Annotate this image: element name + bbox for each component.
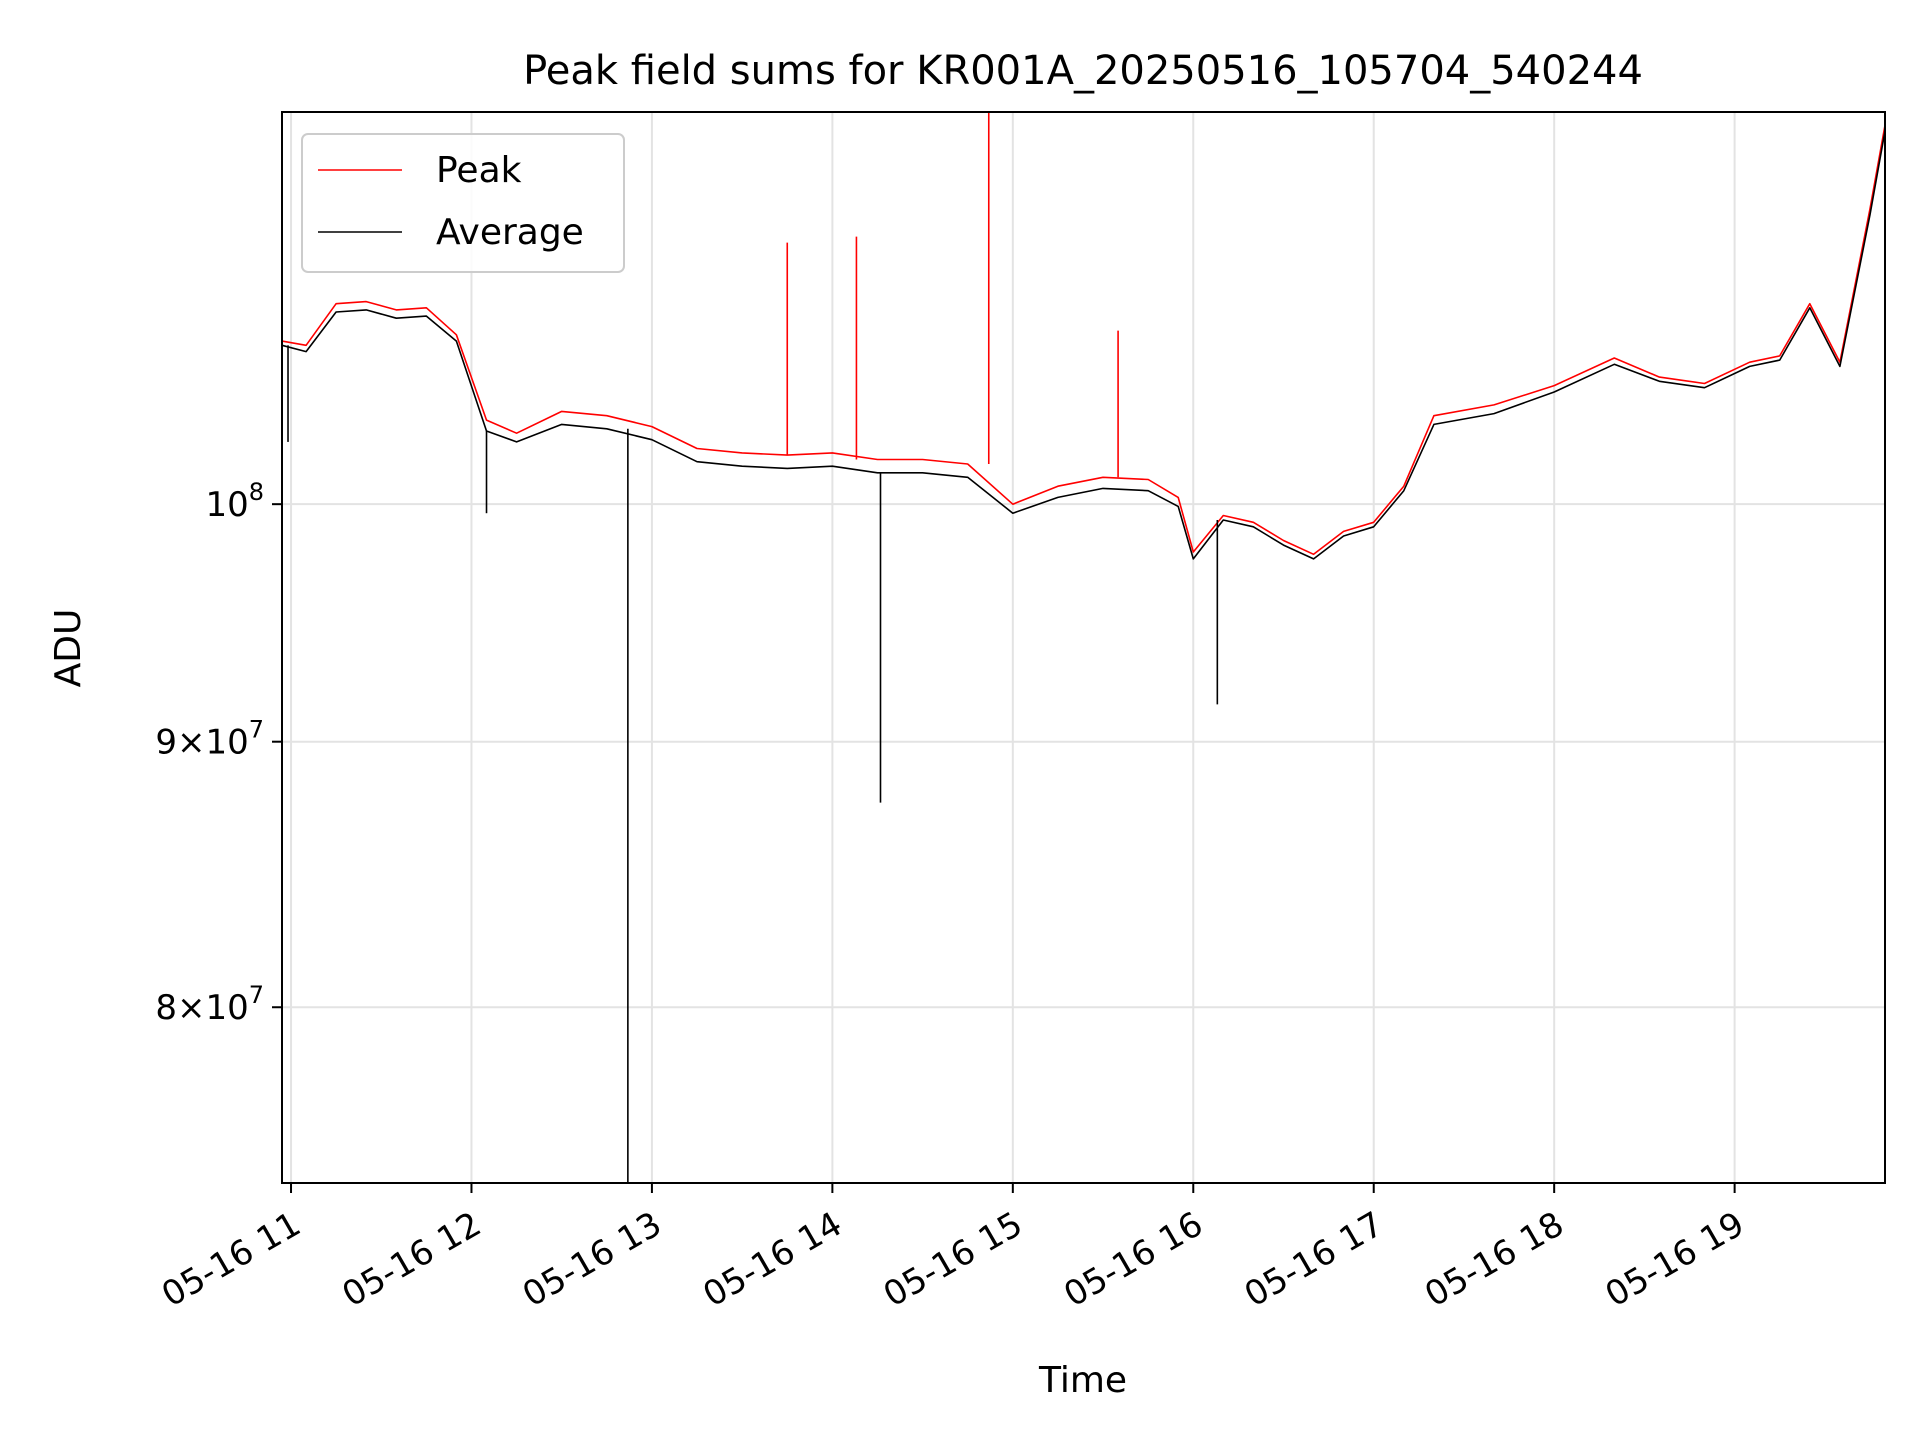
y-axis-label: ADU [48, 609, 89, 688]
y-tick-label: 108 [205, 478, 264, 525]
legend-label-average: Average [436, 212, 584, 253]
y-tick-label: 8×107 [155, 981, 264, 1028]
x-axis-label: Time [1038, 1360, 1127, 1401]
legend-box [301, 133, 625, 273]
chart-title: Peak field sums for KR001A_20250516_1057… [523, 48, 1643, 94]
plot-frame [281, 111, 1886, 1184]
legend: Peak Average [301, 133, 625, 273]
series-line-average [281, 130, 1886, 560]
grid-lines [282, 112, 1885, 1183]
series-layer [281, 112, 1886, 1183]
series-line-peak [281, 125, 1886, 556]
y-axis-ticks: 8×107 9×107 108 [155, 478, 282, 1028]
legend-label-peak: Peak [436, 150, 522, 191]
y-tick-label: 9×107 [155, 716, 264, 763]
